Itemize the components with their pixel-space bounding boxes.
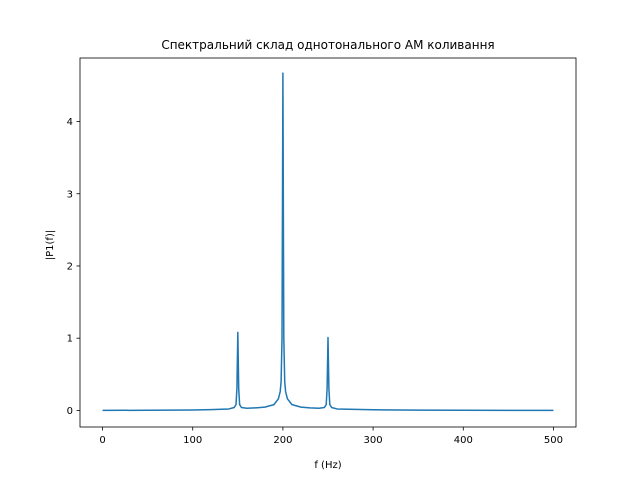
x-tick-label: 400 [454, 435, 473, 446]
x-tick-label: 0 [99, 435, 105, 446]
x-tick-label: 500 [544, 435, 563, 446]
x-axis-ticks: 0 100 200 300 400 500 [99, 427, 563, 446]
plot-area [79, 57, 577, 428]
x-tick-label: 100 [183, 435, 202, 446]
y-tick-label: 2 [67, 261, 73, 272]
plot-frame [79, 57, 577, 428]
y-tick-label: 1 [67, 334, 73, 345]
chart-title: Спектральний склад однотонального АМ кол… [161, 38, 494, 52]
y-axis-ticks: 0 1 2 3 4 [67, 117, 80, 417]
x-tick-label: 300 [364, 435, 383, 446]
x-tick-label: 200 [273, 435, 292, 446]
y-axis-label: |P1(f)| [45, 230, 56, 260]
y-tick-label: 4 [67, 117, 73, 128]
series-line-0 [102, 72, 554, 412]
y-tick-label: 3 [67, 189, 73, 200]
y-tick-label: 0 [67, 406, 73, 417]
x-axis-label: f (Hz) [314, 460, 341, 471]
